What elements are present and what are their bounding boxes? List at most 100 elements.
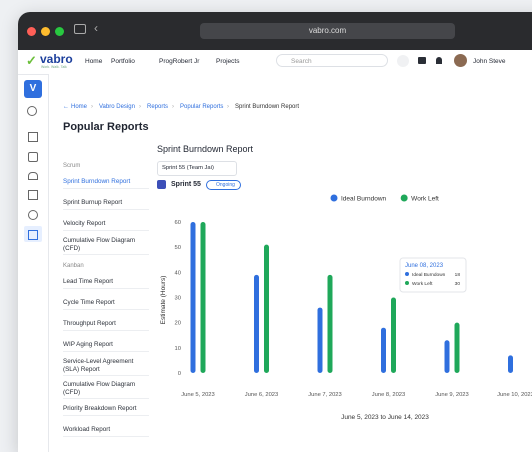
list-separator: [63, 288, 149, 289]
sprint-name: Sprint 55: [171, 181, 201, 188]
x-tick-label: June 5, 2023: [181, 392, 215, 398]
report-item[interactable]: Sprint Burndown Report: [63, 178, 131, 185]
maximize[interactable]: [55, 27, 64, 36]
y-tick-label: 30: [175, 296, 181, 302]
bar: [200, 222, 206, 373]
breadcrumb-sep: ›: [91, 104, 93, 110]
bar: [254, 274, 259, 373]
bar: [508, 355, 513, 373]
y-tick-label: 60: [175, 220, 181, 226]
nav-link[interactable]: Projects: [216, 58, 240, 65]
status-badge: Ongoing: [206, 180, 241, 190]
x-tick-label: June 10, 2023: [497, 392, 532, 398]
tagline: Work. Walk. Talk: [41, 65, 67, 69]
bell-icon[interactable]: [436, 57, 442, 64]
workspace[interactable]: V: [24, 80, 42, 98]
address-bar[interactable]: vabro.com: [200, 23, 455, 39]
report-item[interactable]: Cumulative Flow Diagram (CFD): [63, 381, 136, 396]
report-item[interactable]: WIP Aging Report: [63, 341, 113, 348]
y-tick-label: 10: [175, 346, 181, 352]
page: {"browser":{"url":"vabro.com"}, "nav":{"…: [18, 12, 532, 452]
y-tick-label: 50: [175, 245, 181, 251]
close[interactable]: [27, 27, 36, 36]
report-item[interactable]: Lead Time Report: [63, 278, 114, 285]
nav-link[interactable]: ProgRobert Jr: [159, 58, 200, 65]
tooltip-swatch: [405, 272, 409, 276]
tooltip-value: 18: [455, 272, 461, 278]
user-name[interactable]: John Steve: [473, 58, 506, 65]
nav-link[interactable]: Home: [85, 58, 103, 65]
rail-icon: [28, 230, 38, 240]
sidebar-toggle[interactable]: [74, 24, 86, 34]
report-item[interactable]: Velocity Report: [63, 220, 106, 227]
report-item[interactable]: Service-Level Agreement (SLA) Report: [63, 358, 134, 373]
list-separator: [63, 254, 149, 255]
report-item[interactable]: Priority Breakdown Report: [63, 405, 137, 412]
x-axis-label: June 5, 2023 to June 14, 2023: [341, 414, 429, 421]
x-tick-label: June 8, 2023: [372, 392, 406, 398]
list-separator: [63, 398, 149, 399]
tooltip-swatch: [405, 281, 409, 285]
icon-rail: V: [18, 74, 49, 452]
bar: [454, 322, 460, 373]
rail-icon[interactable]: [28, 172, 38, 180]
bar: [317, 307, 323, 373]
x-tick-label: June 7, 2023: [308, 392, 342, 398]
x-tick-label: June 9, 2023: [435, 392, 469, 398]
list-separator: [63, 330, 149, 331]
breadcrumb-item[interactable]: Vabro Design: [99, 104, 135, 110]
report-item[interactable]: Cumulative Flow Diagram (CFD): [63, 237, 136, 252]
list-separator: [63, 188, 149, 189]
breadcrumb-sep: ›: [139, 104, 141, 110]
list-separator: [63, 230, 149, 231]
bar: [190, 222, 196, 373]
legend-swatch: [330, 194, 338, 202]
y-axis-label: Estimate (Hours): [160, 276, 167, 325]
report-title: Sprint Burndown Report: [157, 144, 254, 154]
tooltip-value: 30: [455, 281, 461, 287]
bar: [381, 327, 386, 373]
browser-bar: ‹ vabro.com: [18, 12, 532, 50]
theme-icon[interactable]: [397, 55, 409, 67]
breadcrumb-sep: ›: [172, 104, 174, 110]
report-item[interactable]: Throughput Report: [63, 320, 116, 327]
sprint-icon: [157, 180, 166, 189]
y-tick-label: 0: [178, 371, 181, 377]
bar: [444, 340, 450, 373]
rail-icon[interactable]: [28, 132, 38, 142]
bar: [264, 244, 269, 373]
back[interactable]: ‹: [94, 21, 98, 35]
report-item[interactable]: Cycle Time Report: [63, 299, 115, 306]
breadcrumb-item[interactable]: Reports: [147, 104, 169, 110]
y-tick-label: 20: [175, 321, 181, 327]
breadcrumb-item: Sprint Burndown Report: [235, 104, 300, 110]
search[interactable]: Search: [276, 54, 388, 67]
tooltip: [399, 257, 467, 293]
avatar[interactable]: [454, 54, 467, 67]
x-tick-label: June 6, 2023: [245, 392, 279, 398]
list-heading: Kanban: [63, 263, 84, 269]
list-separator: [63, 436, 149, 437]
list-separator: [63, 351, 149, 352]
logo-mark: ✓: [26, 53, 37, 68]
back-arrow: ←: [63, 104, 69, 110]
rail-icon[interactable]: [28, 190, 38, 200]
list-separator: [63, 309, 149, 310]
report-item[interactable]: Sprint Burnup Report: [63, 199, 123, 206]
logo[interactable]: vabro: [40, 52, 73, 66]
sprint-select[interactable]: Sprint 55 (Team Jai): [157, 161, 237, 176]
inbox-icon[interactable]: [418, 57, 426, 64]
nav-link[interactable]: Portfolio: [111, 58, 135, 65]
breadcrumb-item[interactable]: Popular Reports: [180, 104, 224, 110]
report-item[interactable]: Workload Report: [63, 426, 111, 433]
list-separator: [63, 375, 149, 376]
y-tick-label: 40: [175, 270, 181, 276]
page-title: Popular Reports: [63, 121, 149, 133]
list-heading: Scrum: [63, 163, 81, 169]
bar: [327, 274, 333, 373]
rail-icon[interactable]: [28, 152, 38, 162]
rail-icon[interactable]: [28, 210, 38, 220]
rail-icon[interactable]: [27, 106, 37, 116]
minimize[interactable]: [41, 27, 50, 36]
breadcrumb-item[interactable]: Home: [71, 104, 88, 110]
